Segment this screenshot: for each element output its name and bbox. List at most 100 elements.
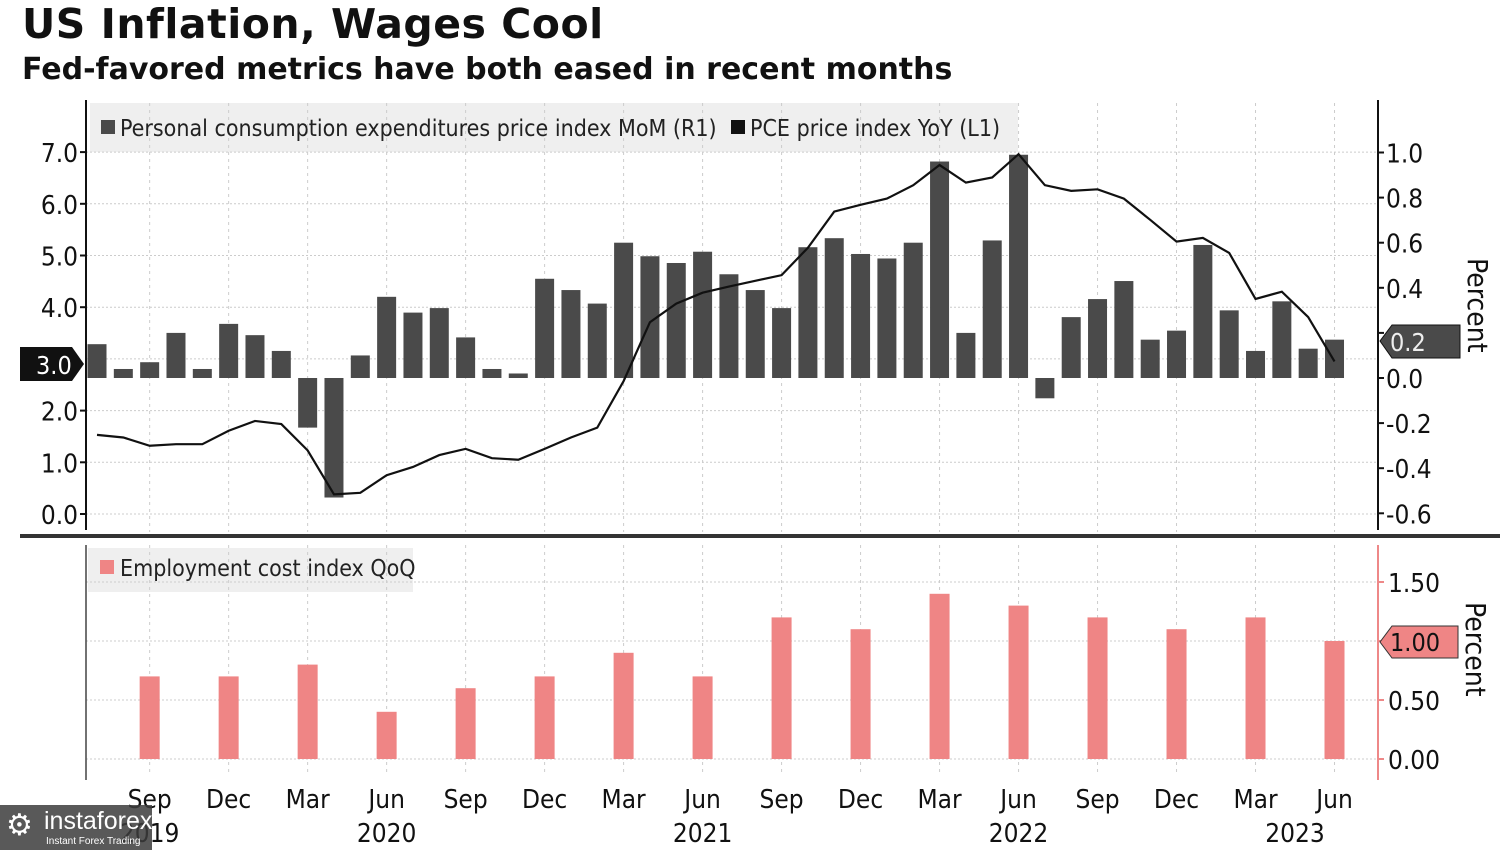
eci-bar <box>297 664 318 759</box>
logo-tagline: Instant Forex Trading <box>46 836 141 847</box>
eci-last-value-marker <box>1379 625 1459 659</box>
pce-mom-bar <box>482 368 502 378</box>
x-axis-year-label: 2020 <box>357 819 417 849</box>
pce-mom-bar <box>640 256 660 378</box>
legend-background <box>90 103 1018 152</box>
pce-mom-bar <box>403 312 423 378</box>
panel-separator <box>20 534 1500 538</box>
eci-bar <box>1087 617 1108 759</box>
left-last-value-label: 3.0 <box>36 351 72 380</box>
x-axis-year-label: 2022 <box>989 819 1049 849</box>
x-axis-month-label: Sep <box>760 785 804 815</box>
eci-bar <box>376 711 397 759</box>
right-axis-tick-label: 0.50 <box>1388 687 1440 717</box>
eci-last-value-label: 1.00 <box>1390 628 1440 657</box>
pce-mom-bar <box>1298 348 1318 378</box>
right-last-value-label: 0.2 <box>1390 328 1426 357</box>
pce-mom-bar <box>1009 154 1029 378</box>
x-axis-month-label: Dec <box>1154 785 1199 815</box>
legend-swatch-eci <box>100 560 114 574</box>
pce-yoy-line <box>96 152 1336 496</box>
pce-mom-bar <box>508 373 528 378</box>
pce-mom-bar <box>824 238 844 378</box>
pce-mom-bar <box>719 274 739 378</box>
left-axis-tick-label: 7.0 <box>41 139 78 169</box>
pce-mom-bar <box>956 332 976 378</box>
pce-mom-bar <box>113 368 133 378</box>
pce-mom-bar <box>561 290 581 378</box>
right-axis-title: Percent <box>1461 258 1494 353</box>
eci-bar <box>1324 641 1345 759</box>
eci-bar <box>139 676 160 759</box>
x-axis-year-label: 2023 <box>1265 819 1325 849</box>
pce-mom-bar <box>1140 339 1160 378</box>
eci-bar <box>850 629 871 759</box>
pce-mom-bar <box>87 344 107 378</box>
right-axis-tick-label: 0.4 <box>1386 275 1423 305</box>
right-axis-tick-label: 1.50 <box>1388 569 1440 599</box>
legend-label-pce-mom: Personal consumption expenditures price … <box>120 116 717 142</box>
x-axis-month-label: Sep <box>1075 785 1119 815</box>
eci-bar <box>771 617 792 759</box>
x-axis-month-label: Jun <box>366 785 405 815</box>
right-axis-tick-label: 1.0 <box>1386 140 1423 170</box>
pce-mom-bar <box>219 323 239 378</box>
x-axis-month-label: Jun <box>1314 785 1353 815</box>
pce-mom-bar <box>1035 378 1055 399</box>
pce-mom-bar <box>271 350 291 378</box>
eci-bar <box>692 676 713 759</box>
eci-bar <box>1008 605 1029 759</box>
pce-mom-bar <box>166 332 186 378</box>
pce-mom-bar <box>140 362 160 378</box>
right-axis-tick-label: -0.4 <box>1386 455 1432 485</box>
right-axis-title: Percent <box>1459 602 1492 697</box>
right-axis-tick-label: 0.8 <box>1386 185 1423 215</box>
left-axis-tick-label: 2.0 <box>41 398 78 428</box>
left-axis-tick-label: 6.0 <box>41 191 78 221</box>
chart-subtitle: Fed-favored metrics have both eased in r… <box>22 52 953 87</box>
eci-bar <box>1245 617 1266 759</box>
pce-mom-bar <box>851 253 871 378</box>
pce-mom-bar <box>587 303 607 378</box>
left-axis-tick-label: 1.0 <box>41 449 78 479</box>
pce-mom-bar <box>745 290 765 378</box>
eci-bar <box>218 676 239 759</box>
x-axis-month-label: Mar <box>1233 785 1278 815</box>
pce-mom-bar <box>903 242 923 378</box>
x-axis-month-label: Sep <box>444 785 488 815</box>
left-axis-tick-label: 0.0 <box>41 501 78 531</box>
gear-logo-icon: ⚙ <box>6 808 33 843</box>
x-axis-year-label: 2021 <box>673 819 733 849</box>
legend-swatch-pce-mom <box>101 120 115 134</box>
pce-mom-bar <box>1088 299 1108 378</box>
pce-mom-bar <box>1114 281 1134 378</box>
eci-bar <box>613 652 634 759</box>
x-axis-month-label: Dec <box>522 785 567 815</box>
right-axis-tick-label: 0.6 <box>1386 230 1423 260</box>
x-axis-month-label: Jun <box>682 785 721 815</box>
legend-background <box>88 548 413 592</box>
pce-mom-bar <box>772 308 792 378</box>
legend-label-eci: Employment cost index QoQ <box>120 556 416 582</box>
pce-mom-bar <box>1272 301 1292 378</box>
pce-mom-bar <box>693 251 713 378</box>
pce-mom-bar <box>1325 339 1345 378</box>
right-axis-tick-label: 0.00 <box>1388 746 1440 776</box>
pce-mom-bar <box>877 258 897 378</box>
logo-name: instaforex <box>44 807 153 835</box>
pce-mom-bar <box>1219 310 1239 378</box>
x-axis-month-label: Jun <box>998 785 1037 815</box>
chart-title: US Inflation, Wages Cool <box>22 0 604 48</box>
right-axis-tick-label: -0.6 <box>1386 500 1432 530</box>
pce-mom-bar <box>930 161 950 378</box>
eci-bar <box>929 593 950 759</box>
pce-mom-bar <box>614 242 634 378</box>
eci-bar <box>1166 629 1187 759</box>
pce-mom-bar <box>429 308 449 378</box>
pce-mom-bar <box>982 240 1002 378</box>
right-axis-tick-label: -0.2 <box>1386 410 1432 440</box>
legend-label-pce-yoy: PCE price index YoY (L1) <box>750 116 1000 142</box>
pce-mom-bar <box>456 337 476 378</box>
right-last-value-marker <box>1379 324 1461 359</box>
